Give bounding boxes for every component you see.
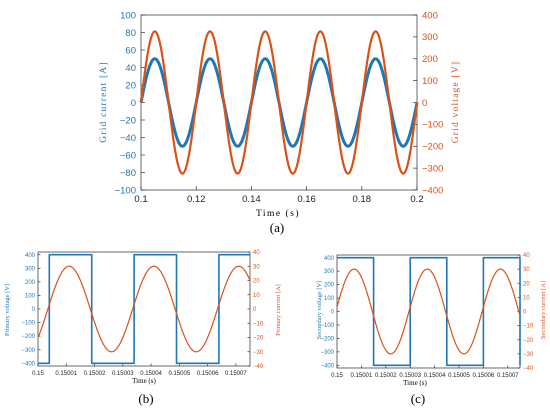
chart-b-ytick-right-label: 30 — [253, 264, 260, 270]
chart-b-xtick-label: 0.15003 — [112, 371, 134, 377]
chart-b-ytick-right-label: 10 — [253, 293, 260, 299]
chart-b-series-right-line — [37, 265, 251, 353]
chart-c-xtick-label: 0.15001 — [351, 373, 373, 379]
chart-a-series-right-line — [139, 30, 419, 175]
chart-c-ytick-right-label: 0 — [523, 310, 527, 316]
chart-c-ytick-left-label: −300 — [320, 350, 334, 356]
chart-a-ytick-right-label: −300 — [422, 163, 443, 174]
chart-a-ytick-left-label: 60 — [125, 45, 136, 56]
chart-c-xtick-label: 0.15002 — [375, 373, 397, 379]
chart-a-ytick-left-label: −40 — [120, 133, 136, 144]
chart-c-ytick-right-label: 40 — [523, 253, 530, 259]
chart-c-ytick-right-label: 30 — [523, 267, 530, 273]
chart-b-ytick-left-label: 300 — [25, 266, 36, 272]
chart-c-xtick-label: 0.15006 — [473, 373, 495, 379]
chart-c-ytick-left-label: −200 — [320, 337, 334, 343]
chart-c-ytick-left-label: 200 — [324, 283, 335, 289]
chart-a-ytick-right-label: 200 — [422, 54, 438, 65]
panel-b-label: (b) — [138, 391, 153, 406]
chart-b-xtick-label: 0.15005 — [168, 371, 190, 377]
chart-a-ytick-left-label: 20 — [125, 80, 136, 91]
chart-c-ytick-left-label: −400 — [320, 363, 334, 369]
chart-b-ytick-left-label: −300 — [21, 348, 35, 354]
chart-a-xtick-label: 0.1 — [134, 194, 147, 205]
chart-b-ytick-right-label: −30 — [253, 350, 264, 356]
chart-a-xtick-label: 0.16 — [297, 194, 316, 205]
chart-a-ytick-right-label: −400 — [422, 185, 443, 196]
chart-b-ytick-left-label: 100 — [25, 294, 36, 300]
chart-b-xtick-label: 0.15006 — [197, 371, 219, 377]
chart-b-xtick-label: 0.15001 — [55, 371, 77, 377]
chart-c-series-left-line — [337, 256, 521, 367]
chart-c-ytick-right-label: 20 — [523, 281, 530, 287]
panel-c-label: (c) — [411, 391, 425, 406]
chart-b-ytick-left-label: −100 — [21, 321, 35, 327]
chart-c-ytick-left-label: 100 — [324, 296, 335, 302]
panel-a-label: (a) — [270, 220, 284, 235]
chart-b-ytick-right-label: −20 — [253, 336, 264, 342]
chart-a-ytick-right-label: 100 — [422, 76, 438, 87]
chart-a-xlabel: Time (s) — [256, 208, 300, 219]
chart-c-ylabel-left: Secondary voltage [V] — [316, 281, 323, 340]
chart-c-ytick-left-label: −100 — [320, 323, 334, 329]
chart-a-ytick-left-label: −80 — [120, 168, 136, 179]
chart-b-ytick-left-label: 400 — [25, 253, 36, 259]
chart-b-ytick-left-label: 0 — [32, 307, 36, 313]
chart-c-xlabel: Time (s) — [403, 379, 427, 387]
chart-c-ytick-left-label: 400 — [324, 256, 335, 262]
chart-b-ytick-right-label: 0 — [253, 307, 257, 313]
chart-a-ytick-right-label: −200 — [422, 142, 443, 153]
chart-b-series-left-line — [38, 253, 250, 365]
chart-c-ytick-right-label: −20 — [523, 338, 534, 344]
chart-a-ytick-left-label: 100 — [120, 10, 136, 21]
chart-a-ylabel-right: Grid voltage [V] — [451, 61, 461, 144]
chart-c-xtick-label: 0.15003 — [399, 373, 421, 379]
chart-a-ylabel-left: Grid current [A] — [99, 61, 109, 142]
chart-c-frame — [336, 254, 521, 369]
chart-a-xtick-label: 0.14 — [242, 194, 261, 205]
chart-a-xtick-label: 0.12 — [187, 194, 206, 205]
chart-b-xtick-label: 0.15004 — [140, 371, 162, 377]
chart-b-xlabel: Time (s) — [132, 377, 156, 385]
chart-c-xtick-label: 0.15 — [331, 373, 343, 379]
chart-b-xtick-label: 0.15007 — [225, 371, 247, 377]
chart-c-ylabel-right: Secondary current [A] — [540, 281, 547, 339]
chart-c-xtick-label: 0.15004 — [424, 373, 446, 379]
chart-a-ytick-right-label: 400 — [422, 10, 438, 21]
chart-c-ytick-right-label: 10 — [523, 295, 530, 301]
chart-b-ylabel-right: Primary current [A] — [275, 284, 282, 336]
chart-c-ytick-right-label: −40 — [523, 366, 534, 372]
chart-a-ytick-left-label: 40 — [125, 63, 136, 74]
chart-b-xtick-label: 0.15 — [32, 371, 44, 377]
chart-a-ytick-left-label: −100 — [115, 185, 136, 196]
chart-a-ytick-left-label: −20 — [120, 115, 136, 126]
chart-c-ytick-left-label: 0 — [331, 310, 335, 316]
chart-b-ytick-right-label: −40 — [253, 364, 264, 370]
chart-c-ytick-left-label: 300 — [324, 269, 335, 275]
chart-c-series-right-line — [336, 268, 521, 355]
chart-b-ytick-right-label: −10 — [253, 321, 264, 327]
chart-c-xtick-label: 0.15007 — [497, 373, 519, 379]
chart-b-ytick-right-label: 40 — [253, 250, 260, 256]
chart-c-ytick-right-label: −30 — [523, 352, 534, 358]
chart-b-ytick-right-label: 20 — [253, 279, 260, 285]
chart-a-xtick-label: 0.18 — [353, 194, 372, 205]
chart-b-xtick-label: 0.15002 — [84, 371, 106, 377]
chart-a-ytick-left-label: 0 — [131, 98, 136, 109]
chart-a-xtick-label: 0.2 — [410, 194, 423, 205]
chart-b-ytick-left-label: 200 — [25, 280, 36, 286]
chart-a-ytick-right-label: 300 — [422, 32, 438, 43]
chart-b-ylabel-left: Primary voltage [V] — [4, 284, 11, 336]
chart-a-ytick-left-label: −60 — [120, 150, 136, 161]
chart-b-ytick-left-label: −200 — [21, 334, 35, 340]
chart-b-ytick-left-label: −400 — [21, 361, 35, 367]
chart-a-ytick-right-label: −100 — [422, 120, 443, 131]
chart-a-ytick-left-label: 80 — [125, 28, 136, 39]
chart-c-xtick-label: 0.15005 — [448, 373, 470, 379]
chart-a-ytick-right-label: 0 — [422, 98, 427, 109]
chart-c-ytick-right-label: −10 — [523, 324, 534, 330]
